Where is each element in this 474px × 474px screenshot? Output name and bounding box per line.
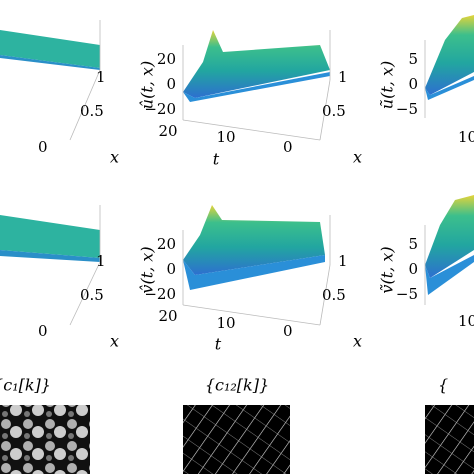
z-axis-label: û(t, x) [138, 61, 157, 109]
x-tick-label: 0.5 [80, 286, 104, 304]
z-tick-label: 0 [166, 75, 176, 93]
z-tick-label: 5 [408, 50, 418, 68]
z-tick-label: 0 [408, 260, 418, 278]
surface-plot [182, 30, 331, 141]
t-tick-label: 10 [458, 312, 474, 330]
surface-plot [0, 20, 101, 141]
z-tick-label: 5 [408, 235, 418, 253]
z-tick-label: 0 [408, 75, 418, 93]
x-axis-label: x [353, 148, 362, 167]
x-tick-label: 0.5 [322, 286, 346, 304]
x-tick-label: 0.5 [80, 102, 104, 120]
x-tick-label: 1 [338, 68, 348, 86]
image-caption: { [438, 376, 448, 395]
z-tick-label: 20 [157, 50, 176, 68]
t-axis-label: t [215, 335, 222, 354]
z-tick-label: −5 [396, 285, 418, 303]
image-caption: {c₁[k]} [0, 376, 51, 395]
t-tick-label: 10 [458, 128, 474, 146]
x-tick-label: 0 [38, 138, 48, 156]
x-tick-label: 0.5 [322, 102, 346, 120]
z-axis-label: ũ(t, x) [378, 61, 397, 109]
image-texture [183, 405, 290, 474]
x-tick-label: 1 [96, 68, 106, 86]
t-tick-label: 20 [158, 122, 177, 140]
t-tick-label: 20 [158, 307, 177, 325]
z-axis-label: ṽ(t, x) [378, 246, 397, 293]
t-axis-label: t [213, 150, 220, 169]
surface-plot [0, 205, 101, 326]
x-tick-label: 0 [283, 138, 293, 156]
z-tick-label: −20 [144, 100, 176, 118]
x-tick-label: 0 [38, 322, 48, 340]
z-tick-label: 20 [157, 235, 176, 253]
image-texture [425, 405, 474, 474]
x-tick-label: 1 [338, 252, 348, 270]
t-tick-label: 10 [216, 314, 235, 332]
surface-plot [424, 15, 474, 118]
t-tick-label: 10 [216, 128, 235, 146]
x-tick-label: 1 [96, 252, 106, 270]
x-axis-label: x [353, 332, 362, 351]
x-axis-label: x [110, 332, 119, 351]
x-tick-label: 0 [283, 322, 293, 340]
z-tick-label: 0 [166, 260, 176, 278]
surface-plot [424, 195, 474, 305]
z-axis-label: v̂(t, x) [138, 246, 157, 293]
z-tick-label: −20 [144, 285, 176, 303]
x-axis-label: x [110, 148, 119, 167]
image-texture [0, 405, 90, 474]
image-caption: {c₁₂[k]} [205, 376, 269, 395]
surface-plot [182, 205, 331, 326]
z-tick-label: −5 [396, 100, 418, 118]
